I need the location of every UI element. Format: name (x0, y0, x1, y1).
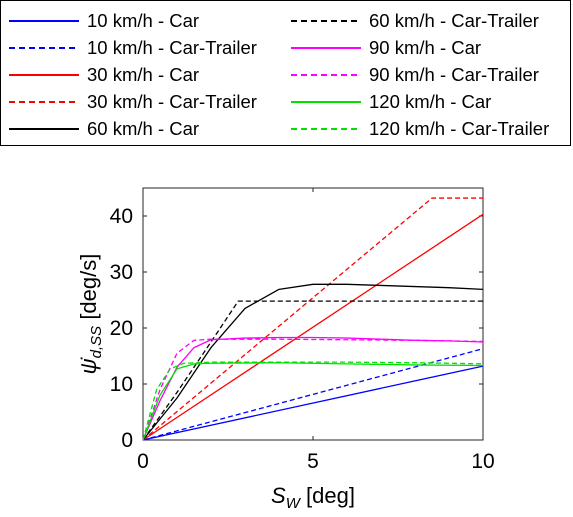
y-axis-unit: [deg/s] (76, 254, 101, 326)
legend-item: 120 km/h - Car-Trailer (291, 116, 549, 142)
legend-item: 30 km/h - Car-Trailer (9, 89, 257, 115)
series-line (142, 361, 484, 441)
series-line (142, 338, 484, 441)
x-axis-symbol: S (271, 483, 286, 508)
x-tick-label: 5 (307, 450, 319, 473)
series-line (142, 300, 483, 441)
legend-item: 60 km/h - Car (9, 116, 199, 142)
y-tick-label: 20 (110, 317, 133, 340)
legend-item: 10 km/h - Car-Trailer (9, 35, 257, 61)
plot-area (143, 188, 483, 440)
legend-swatch (9, 101, 79, 103)
labels-layer: 0 5 10 0 10 20 30 40 SW [deg] ψ̇d,SS [deg/s] (76, 205, 495, 512)
legend-swatch (291, 128, 361, 130)
legend-label: 90 km/h - Car (369, 37, 482, 58)
legend-label: 60 km/h - Car-Trailer (369, 10, 539, 31)
series-line (142, 362, 484, 441)
series-line (142, 365, 484, 441)
legend-swatch (291, 101, 361, 103)
series-line (142, 336, 484, 441)
legend-label: 120 km/h - Car-Trailer (369, 118, 550, 139)
axes (142, 187, 484, 441)
legend-label: 60 km/h - Car (87, 118, 200, 139)
y-tick-label: 10 (110, 373, 133, 396)
legend-item: 120 km/h - Car (291, 89, 491, 115)
y-tick-label: 0 (121, 429, 133, 452)
y-tick-label: 30 (110, 261, 133, 284)
legend-swatch (9, 47, 79, 49)
legend-label: 90 km/h - Car-Trailer (369, 64, 539, 85)
legend-item: 60 km/h - Car-Trailer (291, 8, 539, 34)
legend: 10 km/h - Car 10 km/h - Car-Trailer 30 km/… (0, 0, 571, 146)
y-axis-subscript: d,SS (88, 326, 105, 359)
legend-swatch (9, 128, 79, 130)
y-axis-symbol: ψ̇ (76, 356, 101, 374)
x-axis-label: SW [deg] (271, 483, 355, 512)
legend-label: 30 km/h - Car-Trailer (87, 91, 257, 112)
y-tick-label: 40 (110, 205, 133, 228)
x-axis-subscript: W (286, 495, 302, 512)
legend-label: 10 km/h - Car (87, 10, 200, 31)
legend-swatch (9, 74, 79, 76)
series-line (142, 197, 483, 441)
legend-label: 10 km/h - Car-Trailer (87, 37, 257, 58)
legend-item: 90 km/h - Car (291, 35, 481, 61)
chart: 0 5 10 0 10 20 30 40 SW [deg] ψ̇d,SS [deg/s] (76, 187, 495, 512)
legend-swatch (291, 74, 361, 76)
series-line (142, 348, 484, 441)
series-layer (142, 197, 484, 441)
series-line (142, 213, 484, 441)
legend-label: 120 km/h - Car (369, 91, 492, 112)
x-axis-unit: [deg] (300, 483, 355, 508)
legend-swatch (291, 47, 361, 49)
legend-item: 30 km/h - Car (9, 62, 199, 88)
legend-swatch (9, 20, 79, 22)
legend-item: 90 km/h - Car-Trailer (291, 62, 539, 88)
x-tick-label: 0 (137, 450, 149, 473)
y-axis-label: ψ̇d,SS [deg/s] (76, 254, 105, 375)
legend-label: 30 km/h - Car (87, 64, 200, 85)
y-axis-label-text: ψ̇d,SS [deg/s] (76, 254, 105, 375)
legend-item: 10 km/h - Car (9, 8, 199, 34)
legend-swatch (291, 20, 361, 22)
series-line (142, 283, 484, 441)
x-tick-label: 10 (471, 450, 494, 473)
